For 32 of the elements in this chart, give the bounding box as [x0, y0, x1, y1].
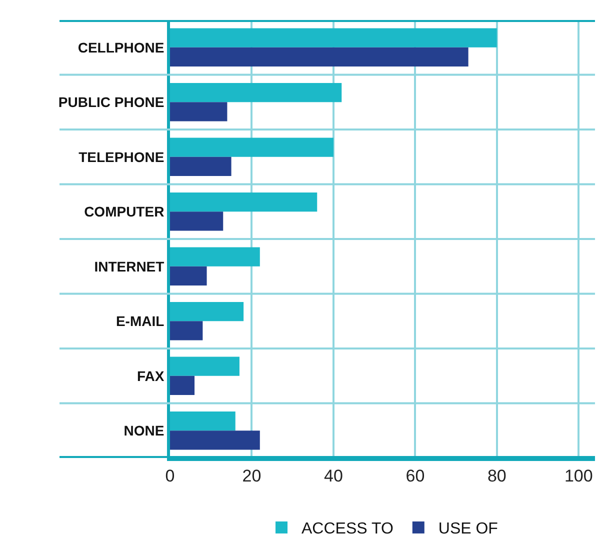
x-tick-label: 60 — [406, 466, 425, 486]
y-tick-label: NONE — [124, 422, 164, 439]
bar — [170, 82, 342, 102]
bar — [170, 192, 318, 212]
bar — [170, 102, 228, 122]
bar — [170, 321, 203, 340]
bar — [170, 430, 260, 450]
bar — [170, 156, 232, 176]
y-tick-label: TELEPHONE — [78, 148, 164, 165]
bar — [170, 376, 195, 396]
legend-label: USE OF — [438, 520, 498, 538]
x-tick-label: 20 — [242, 466, 262, 486]
bar — [170, 212, 224, 231]
bar — [170, 247, 260, 266]
bar — [170, 266, 207, 286]
y-tick-label: E-MAIL — [116, 313, 165, 330]
y-tick-label: FAX — [136, 368, 165, 384]
x-tick-label: 40 — [324, 466, 343, 486]
x-tick-label: 0 — [165, 466, 175, 486]
bar — [170, 302, 244, 322]
y-tick-label: COMPUTER — [84, 204, 164, 220]
bar — [170, 356, 240, 376]
legend-label: ACCESS TO — [302, 520, 394, 538]
bar — [170, 47, 468, 67]
bar — [170, 28, 497, 48]
bar — [170, 411, 236, 431]
x-tick-label: 80 — [487, 466, 506, 486]
y-tick-label: PUBLIC PHONE — [58, 94, 164, 110]
y-tick-label: CELLPHONE — [78, 39, 164, 56]
y-tick-label: INTERNET — [94, 258, 165, 274]
x-tick-label: 100 — [564, 466, 593, 486]
bar — [170, 138, 334, 157]
